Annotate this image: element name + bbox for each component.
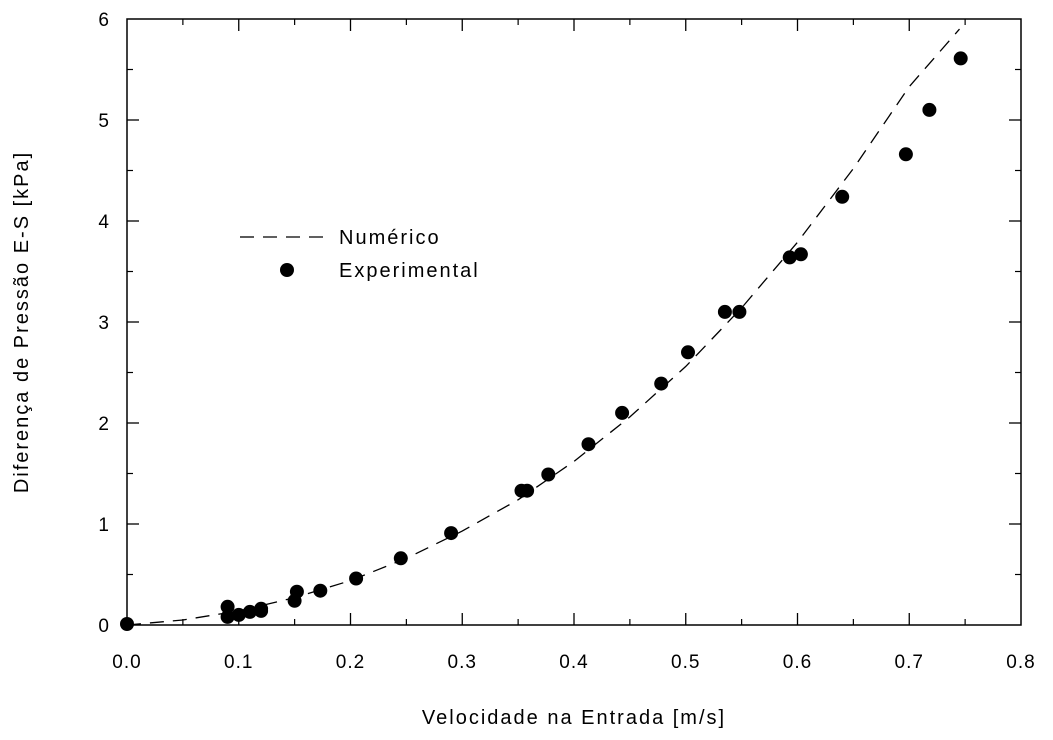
experimental-point bbox=[520, 483, 535, 498]
experimental-point bbox=[220, 609, 235, 624]
experimental-series bbox=[120, 51, 968, 631]
x-tick-label: 0.2 bbox=[336, 652, 365, 673]
experimental-point bbox=[681, 345, 695, 360]
y-axis-title: Diferença de Pressão E-S [kPa] bbox=[11, 151, 33, 493]
x-axis-title: Velocidade na Entrada [m/s] bbox=[422, 707, 726, 729]
experimental-point bbox=[732, 304, 747, 319]
experimental-point bbox=[289, 584, 304, 599]
experimental-point bbox=[953, 51, 968, 66]
experimental-point bbox=[581, 437, 596, 452]
experimental-point bbox=[254, 603, 269, 618]
experimental-point bbox=[120, 617, 134, 631]
x-tick-label: 0.0 bbox=[112, 652, 141, 673]
y-tick-label: 4 bbox=[98, 212, 110, 233]
experimental-point bbox=[444, 526, 459, 541]
x-tick-label: 0.7 bbox=[895, 652, 924, 673]
experimental-point bbox=[793, 247, 808, 262]
legend-experimental-swatch bbox=[280, 263, 294, 277]
experimental-point bbox=[231, 607, 246, 622]
experimental-point bbox=[835, 189, 850, 204]
experimental-point bbox=[654, 376, 669, 391]
plot-frame bbox=[126, 18, 1022, 626]
y-tick-label: 2 bbox=[98, 414, 110, 435]
y-tick-label: 5 bbox=[98, 111, 110, 132]
numerico-series bbox=[126, 28, 960, 626]
numerico-curve bbox=[126, 28, 960, 626]
experimental-point bbox=[393, 551, 408, 566]
legend-numerico-label: Numérico bbox=[339, 227, 441, 249]
y-tick-label: 0 bbox=[98, 616, 110, 637]
y-tick-label: 6 bbox=[98, 10, 110, 31]
experimental-point bbox=[717, 304, 732, 319]
y-tick-label: 1 bbox=[98, 515, 110, 536]
experimental-point bbox=[898, 147, 913, 162]
experimental-point bbox=[220, 599, 235, 614]
experimental-point bbox=[782, 250, 797, 265]
x-tick-label: 0.1 bbox=[224, 652, 253, 673]
experimental-point bbox=[615, 405, 630, 420]
x-tick-label: 0.4 bbox=[559, 652, 588, 673]
x-tick-label: 0.3 bbox=[448, 652, 477, 673]
x-tick-label: 0.6 bbox=[783, 652, 812, 673]
experimental-point bbox=[242, 604, 257, 619]
legend: Numérico Experimental bbox=[240, 227, 480, 282]
experimental-point bbox=[349, 571, 364, 586]
legend-experimental-label: Experimental bbox=[339, 260, 480, 282]
y-tick-labels: 0 1 2 3 4 5 6 bbox=[98, 10, 110, 637]
x-tick-label: 0.5 bbox=[671, 652, 700, 673]
experimental-point bbox=[313, 583, 328, 598]
y-tick-label: 3 bbox=[98, 313, 110, 334]
experimental-point bbox=[922, 102, 937, 117]
x-tick-labels: 0.0 0.1 0.2 0.3 0.4 0.5 0.6 0.7 0.8 bbox=[112, 652, 1035, 673]
experimental-point bbox=[541, 467, 556, 482]
x-tick-label: 0.8 bbox=[1006, 652, 1035, 673]
axis-ticks bbox=[127, 19, 1021, 625]
